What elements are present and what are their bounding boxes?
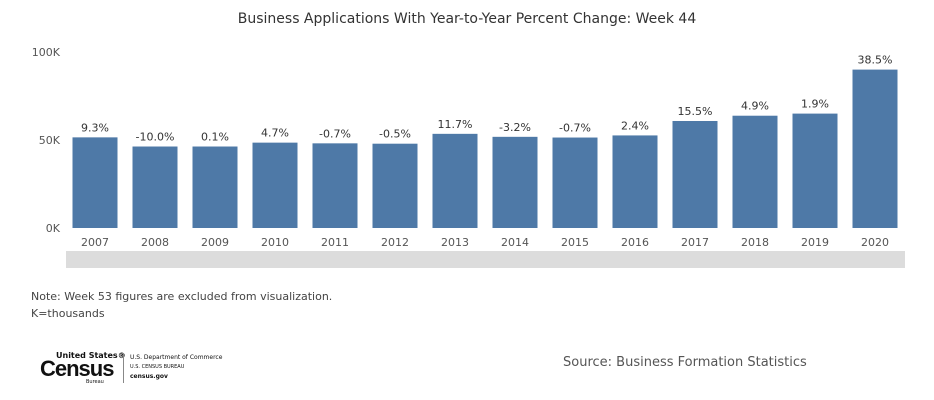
bar-2008 bbox=[132, 146, 178, 228]
x-tick-label-2016: 2016 bbox=[621, 236, 649, 249]
note-week53: Note: Week 53 figures are excluded from … bbox=[31, 290, 333, 303]
bar-2015 bbox=[552, 137, 598, 228]
data-label-2018: 4.9% bbox=[741, 100, 769, 113]
x-tick-label-2011: 2011 bbox=[321, 236, 349, 249]
data-label-2017: 15.5% bbox=[678, 105, 713, 118]
x-tick-label-2018: 2018 bbox=[741, 236, 769, 249]
logo-census-gov: census.gov bbox=[130, 373, 168, 380]
logo-bureau: Bureau bbox=[86, 379, 104, 385]
data-label-2016: 2.4% bbox=[621, 119, 649, 132]
logo-census-wordmark: Census bbox=[40, 356, 114, 381]
data-label-2009: 0.1% bbox=[201, 131, 229, 144]
bar-2019 bbox=[792, 113, 838, 228]
bars bbox=[72, 69, 898, 228]
source-text: Source: Business Formation Statistics bbox=[563, 355, 807, 370]
logo-dept-commerce: U.S. Department of Commerce bbox=[130, 354, 223, 361]
x-tick-label-2019: 2019 bbox=[801, 236, 829, 249]
census-logo: United States® Census Bureau U.S. Depart… bbox=[40, 350, 240, 386]
bar-2013 bbox=[432, 133, 478, 228]
y-tick-label: 50K bbox=[39, 134, 61, 147]
x-tick-label-2009: 2009 bbox=[201, 236, 229, 249]
data-label-2015: -0.7% bbox=[559, 122, 591, 135]
bar-2014 bbox=[492, 136, 538, 228]
data-label-2014: -3.2% bbox=[499, 121, 531, 134]
bar-2012 bbox=[372, 143, 418, 228]
bar-2011 bbox=[312, 143, 358, 228]
y-axis: 0K 50K 100K bbox=[32, 46, 61, 235]
bar-2010 bbox=[252, 142, 298, 228]
logo-divider bbox=[123, 353, 124, 383]
data-label-2012: -0.5% bbox=[379, 128, 411, 141]
x-tick-label-2014: 2014 bbox=[501, 236, 529, 249]
note-thousands: K=thousands bbox=[31, 307, 105, 320]
logo-united-states: United States® bbox=[56, 351, 126, 360]
data-label-2013: 11.7% bbox=[438, 118, 473, 131]
x-tick-label-2012: 2012 bbox=[381, 236, 409, 249]
y-tick-label: 0K bbox=[46, 222, 61, 235]
bar-2018 bbox=[732, 115, 778, 228]
x-tick-label-2015: 2015 bbox=[561, 236, 589, 249]
x-tick-label-2007: 2007 bbox=[81, 236, 109, 249]
data-label-2008: -10.0% bbox=[136, 131, 175, 144]
horizontal-scrollbar[interactable] bbox=[66, 251, 905, 268]
x-tick-label-2017: 2017 bbox=[681, 236, 709, 249]
y-tick-label: 100K bbox=[32, 46, 61, 59]
data-label-2010: 4.7% bbox=[261, 127, 289, 140]
x-tick-label-2010: 2010 bbox=[261, 236, 289, 249]
x-tick-label-2020: 2020 bbox=[861, 236, 889, 249]
data-label-2020: 38.5% bbox=[858, 54, 893, 67]
data-label-2007: 9.3% bbox=[81, 121, 109, 134]
chart-title: Business Applications With Year-to-Year … bbox=[237, 11, 697, 27]
logo-census-bureau: U.S. CENSUS BUREAU bbox=[130, 364, 185, 370]
bar-chart: 0K 50K 100K 9.3% -10.0% 0.1% 4.7% -0.7% -0.5% 11… bbox=[32, 46, 898, 249]
bar-2020 bbox=[852, 69, 898, 228]
data-label-2011: -0.7% bbox=[319, 127, 351, 140]
data-labels: 9.3% -10.0% 0.1% 4.7% -0.7% -0.5% 11.7% -3.2% -0… bbox=[81, 54, 892, 144]
bar-2009 bbox=[192, 146, 238, 228]
x-tick-label-2013: 2013 bbox=[441, 236, 469, 249]
bar-2016 bbox=[612, 135, 658, 228]
data-label-2019: 1.9% bbox=[801, 98, 829, 111]
x-axis: 2007 2008 2009 2010 2011 2012 2013 2014 2015 2016… bbox=[81, 236, 889, 249]
bar-2017 bbox=[672, 120, 718, 228]
x-tick-label-2008: 2008 bbox=[141, 236, 169, 249]
bar-2007 bbox=[72, 137, 118, 228]
